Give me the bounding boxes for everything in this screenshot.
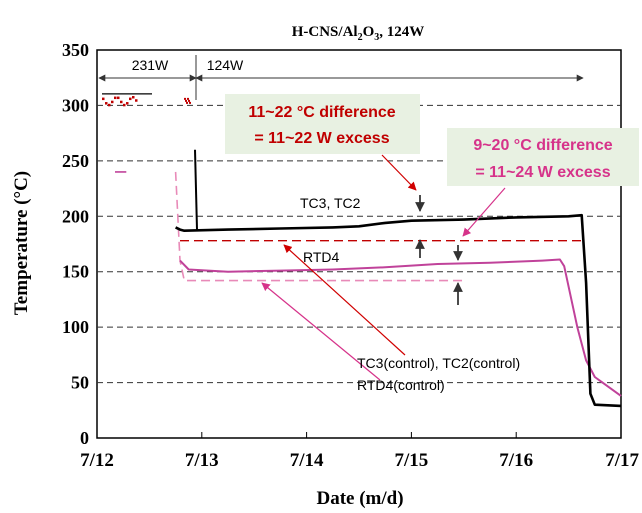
data-point (108, 103, 111, 107)
annotation-pink-line1: 9~20 °C difference (473, 137, 612, 154)
data-point (129, 97, 132, 101)
data-point (187, 97, 189, 100)
y-axis-title: Temperature (°C) (11, 171, 32, 315)
y-tick-label: 0 (80, 428, 89, 448)
data-point (111, 100, 114, 104)
y-axis: 0 50 100 150 200 250 300 350 (62, 40, 89, 448)
data-point (186, 101, 188, 104)
y-tick-label: 150 (62, 262, 89, 282)
y-tick-label: 350 (62, 40, 89, 60)
y-tick-label: 50 (71, 373, 89, 393)
annotation-red-line1: 11~22 °C difference (248, 104, 395, 121)
phase-124w-label: 124W (207, 57, 244, 73)
pink-pointer-1 (462, 187, 506, 237)
x-tick-label: 7/15 (395, 450, 429, 471)
pointer-arrows (261, 154, 506, 381)
y-tick-label: 300 (62, 95, 89, 115)
annotation-red: 11~22 °C difference = 11~22 W excess (225, 94, 420, 154)
x-axis: 7/12 7/13 7/14 7/15 7/16 7/17 (80, 432, 639, 471)
phase-231w-label: 231W (132, 57, 169, 73)
annotation-red-line2: = 11~22 W excess (254, 130, 389, 147)
y-tick-label: 200 (62, 206, 89, 226)
data-point (126, 102, 129, 105)
label-tc3-tc2: TC3, TC2 (300, 195, 361, 211)
data-point (120, 100, 123, 104)
series-drop-line (194, 149, 198, 230)
x-tick-label: 7/16 (499, 450, 533, 471)
data-point (185, 99, 187, 102)
red-pointer-2 (283, 244, 406, 356)
data-point (188, 99, 190, 102)
data-point (184, 97, 186, 100)
red-pointer-1 (381, 154, 417, 191)
series-line-3 (174, 171, 464, 282)
annotation-pink-box (447, 128, 639, 186)
series-line-0 (175, 213, 622, 408)
x-tick-label: 7/14 (290, 450, 324, 471)
pre-segment-0 (102, 93, 191, 107)
label-rtd4: RTD4 (303, 249, 340, 265)
label-tc-control: TC3(control), TC2(control) (357, 355, 520, 371)
data-point (189, 101, 191, 104)
label-rtd4-control: RTD4(control) (357, 377, 445, 393)
data-point (117, 96, 120, 100)
chart-title: H-CNS/Al2O3, 124W (292, 24, 425, 43)
y-tick-label: 100 (62, 317, 89, 337)
phase-arrows: 231W 124W (98, 55, 584, 100)
y-tick-label: 250 (62, 151, 89, 171)
data-point (132, 95, 135, 99)
data-point (105, 102, 108, 105)
annotation-pink-line2: = 11~24 W excess (475, 164, 610, 181)
x-tick-label: 7/12 (80, 450, 114, 471)
x-tick-label: 7/17 (605, 450, 639, 471)
data-point (114, 96, 117, 100)
annotation-red-box (225, 94, 420, 154)
data-point (135, 99, 138, 102)
data-point (102, 97, 105, 101)
x-axis-title: Date (m/d) (316, 488, 403, 509)
series-line-1 (179, 258, 622, 397)
x-tick-label: 7/13 (185, 450, 219, 471)
series-layer (102, 93, 622, 408)
pink-pointer-2 (261, 282, 381, 381)
annotation-pink: 9~20 °C difference = 11~24 W excess (447, 128, 639, 186)
data-point (123, 103, 126, 107)
